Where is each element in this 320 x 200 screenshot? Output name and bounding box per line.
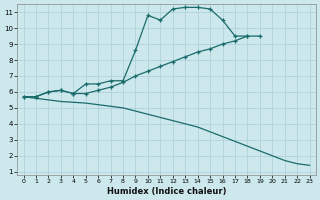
X-axis label: Humidex (Indice chaleur): Humidex (Indice chaleur) xyxy=(107,187,226,196)
